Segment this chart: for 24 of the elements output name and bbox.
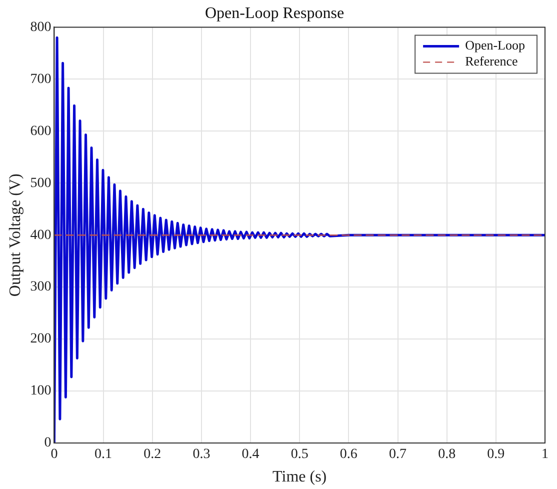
x-tick-label: 0.4 [242,447,260,462]
y-tick-label: 200 [30,332,52,347]
y-tick-label: 500 [30,176,52,191]
x-tick-label: 0.8 [438,447,456,462]
x-tick-label: 0.5 [290,447,308,462]
y-axis-title: Output Voltage (V) [6,174,24,297]
y-tick-label: 600 [30,124,52,139]
x-tick-label: 0.7 [389,447,407,462]
chart-title: Open-Loop Response [204,4,344,22]
y-tick-label: 400 [30,228,52,243]
x-tick-label: 0.1 [94,447,112,462]
legend-label: Reference [465,54,518,69]
x-tick-label: 0.6 [340,447,358,462]
y-tick-label: 700 [30,72,52,87]
x-tick-label: 0.2 [144,447,162,462]
legend-label: Open-Loop [465,38,526,53]
x-tick-label: 1 [542,447,548,462]
x-axis-title: Time (s) [272,468,327,486]
x-tick-label: 0.9 [487,447,505,462]
y-tick-label: 300 [30,280,52,295]
y-tick-label: 800 [30,20,52,35]
y-tick-label: 0 [44,436,52,451]
x-tick-label: 0.3 [192,447,210,462]
y-tick-label: 100 [30,384,52,399]
